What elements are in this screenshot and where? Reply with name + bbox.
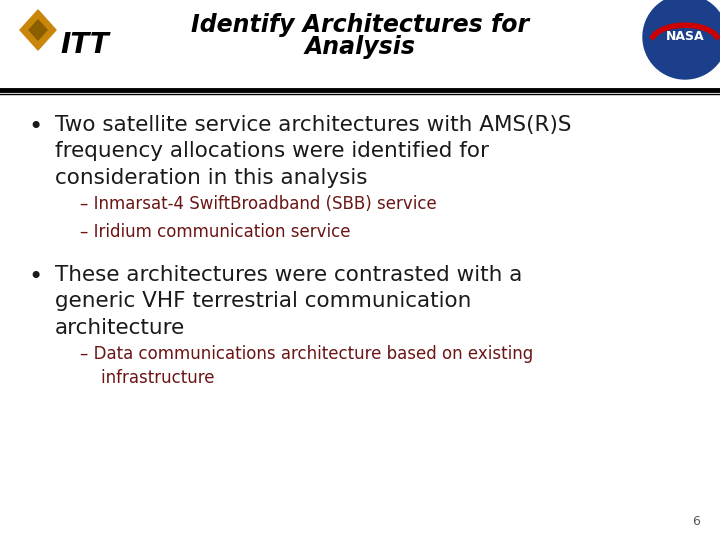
Polygon shape (20, 10, 56, 50)
Text: – Data communications architecture based on existing
    infrastructure: – Data communications architecture based… (80, 345, 534, 387)
Polygon shape (29, 20, 47, 40)
Text: ITT: ITT (60, 31, 109, 59)
Text: •: • (28, 265, 42, 289)
Text: NASA: NASA (666, 30, 704, 44)
Text: Analysis: Analysis (305, 35, 415, 59)
Circle shape (643, 0, 720, 79)
Text: – Iridium communication service: – Iridium communication service (80, 223, 351, 241)
Text: – Inmarsat-4 SwiftBroadband (SBB) service: – Inmarsat-4 SwiftBroadband (SBB) servic… (80, 195, 437, 213)
Text: 6: 6 (692, 515, 700, 528)
Circle shape (649, 1, 720, 73)
Text: Identify Architectures for: Identify Architectures for (191, 13, 529, 37)
Text: These architectures were contrasted with a
generic VHF terrestrial communication: These architectures were contrasted with… (55, 265, 523, 338)
Text: Two satellite service architectures with AMS(R)S
frequency allocations were iden: Two satellite service architectures with… (55, 115, 572, 188)
Text: •: • (28, 115, 42, 139)
